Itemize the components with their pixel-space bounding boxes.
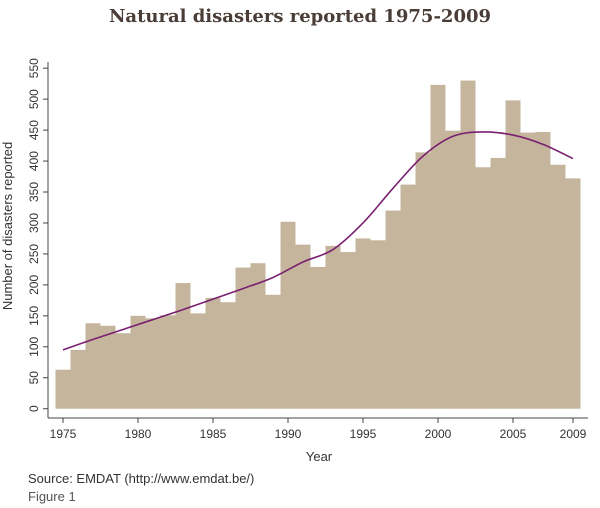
y-ticks-group: 0 50 100 150 200 250 300 350 400 450 500 550 xyxy=(27,58,48,412)
y-tick-label: 500 xyxy=(27,89,41,109)
y-tick-label: 300 xyxy=(27,213,41,233)
x-tick-label: 1980 xyxy=(125,427,152,441)
y-tick-label: 350 xyxy=(27,182,41,202)
bar-1993 xyxy=(325,245,341,409)
y-tick-label: 0 xyxy=(27,405,41,412)
bar-2006 xyxy=(520,132,536,409)
bar-1990 xyxy=(280,221,296,409)
bar-1977 xyxy=(85,323,101,409)
x-tick-label: 1985 xyxy=(200,427,227,441)
bar-1981 xyxy=(145,318,161,409)
x-ticks-group: 1975 1980 1985 1990 1995 2000 2005 2009 xyxy=(50,418,587,441)
bar-1985 xyxy=(205,297,221,409)
bar-1980 xyxy=(130,315,146,409)
bar-1978 xyxy=(100,325,116,409)
y-tick-label: 200 xyxy=(27,275,41,295)
x-tick-label: 1995 xyxy=(350,427,377,441)
bar-2003 xyxy=(475,167,491,409)
bar-2002 xyxy=(460,80,476,409)
y-tick-label: 250 xyxy=(27,244,41,264)
bar-1984 xyxy=(190,313,206,409)
bar-1986 xyxy=(220,302,236,409)
bar-1983 xyxy=(175,283,191,409)
chart-title: Natural disasters reported 1975-2009 xyxy=(108,6,492,27)
bar-2007 xyxy=(535,131,551,409)
y-tick-label: 150 xyxy=(27,306,41,326)
bar-1998 xyxy=(400,184,416,409)
bar-1997 xyxy=(385,210,401,409)
bar-1992 xyxy=(310,266,326,409)
x-tick-label: 1990 xyxy=(275,427,302,441)
y-tick-label: 100 xyxy=(27,336,41,356)
bar-1989 xyxy=(265,294,281,409)
source-note: Source: EMDAT (http://www.emdat.be/) xyxy=(28,471,255,486)
x-axis-title: Year xyxy=(306,449,333,464)
bars-group xyxy=(55,80,581,409)
bar-2001 xyxy=(445,130,461,409)
bar-1996 xyxy=(370,240,386,409)
figure-label: Figure 1 xyxy=(28,489,76,504)
bar-1987 xyxy=(235,267,251,409)
y-axis-title: Number of disasters reported xyxy=(0,142,15,310)
bar-1994 xyxy=(340,252,356,409)
bar-1988 xyxy=(250,263,266,409)
bar-1995 xyxy=(355,238,371,409)
bar-1991 xyxy=(295,244,311,409)
x-tick-label: 2005 xyxy=(500,427,527,441)
y-tick-label: 450 xyxy=(27,120,41,140)
y-tick-label: 50 xyxy=(27,371,41,385)
bar-2008 xyxy=(550,164,566,409)
bar-2000 xyxy=(430,84,446,409)
bar-2009 xyxy=(565,178,581,409)
bar-2005 xyxy=(505,100,521,409)
bar-2004 xyxy=(490,157,506,409)
bar-1982 xyxy=(160,315,176,409)
bar-1975 xyxy=(55,369,71,409)
y-tick-label: 400 xyxy=(27,151,41,171)
bar-1976 xyxy=(70,349,86,409)
x-tick-label: 1975 xyxy=(50,427,77,441)
bar-1979 xyxy=(115,333,131,409)
x-tick-label: 2000 xyxy=(425,427,452,441)
trend-line xyxy=(62,131,574,351)
y-tick-label: 550 xyxy=(27,58,41,78)
x-tick-label: 2009 xyxy=(560,427,587,441)
bar-1999 xyxy=(415,152,431,409)
